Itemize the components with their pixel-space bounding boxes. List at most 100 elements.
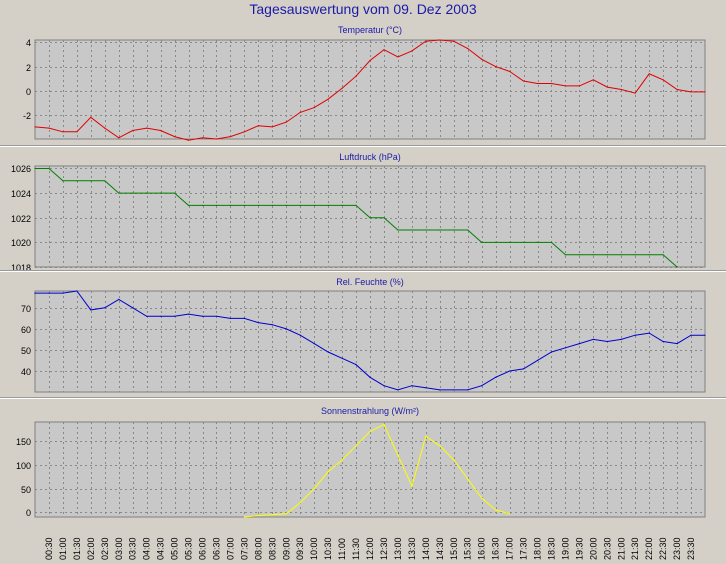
x-tick-label: 21:30 [630, 537, 640, 560]
data-point [481, 497, 483, 499]
data-point [62, 131, 64, 133]
data-point [76, 180, 78, 182]
data-point [425, 229, 427, 231]
data-point [257, 204, 259, 206]
data-point [285, 513, 287, 515]
y-tick-label: 40 [21, 367, 31, 377]
data-point [495, 509, 497, 511]
data-point [118, 298, 120, 300]
data-point [90, 116, 92, 118]
data-point [383, 49, 385, 51]
x-tick-label: 10:30 [323, 537, 333, 560]
data-point [620, 338, 622, 340]
data-point [146, 315, 148, 317]
data-point [285, 328, 287, 330]
data-point [522, 241, 525, 243]
data-point [453, 40, 455, 42]
x-tick-label: 22:00 [644, 537, 654, 560]
data-point [690, 334, 692, 336]
x-tick-label: 13:30 [407, 537, 417, 560]
data-point [369, 376, 371, 378]
data-point [495, 376, 497, 378]
data-point [397, 229, 399, 231]
panel-title: Luftdruck (hPa) [339, 152, 401, 162]
data-point [285, 121, 287, 123]
data-point [411, 50, 413, 52]
data-point [229, 136, 231, 138]
data-point [299, 502, 301, 504]
data-point [174, 315, 176, 317]
x-tick-label: 14:00 [421, 537, 431, 560]
data-point [313, 107, 315, 109]
x-tick-label: 18:30 [547, 537, 557, 560]
data-point [676, 266, 678, 268]
data-point [118, 192, 120, 194]
data-point [564, 254, 567, 256]
data-point [522, 368, 525, 370]
data-point [411, 385, 413, 387]
data-point [355, 364, 357, 366]
data-point [90, 180, 92, 182]
data-point [578, 254, 581, 256]
data-point [592, 338, 594, 340]
data-point [704, 334, 706, 336]
x-tick-label: 11:30 [351, 538, 361, 560]
data-point [467, 478, 469, 480]
data-point [606, 340, 608, 343]
data-point [76, 290, 78, 292]
x-tick-label: 19:30 [574, 537, 584, 560]
data-point [411, 485, 413, 487]
data-point [215, 138, 218, 140]
data-point [439, 39, 441, 41]
data-point [648, 332, 650, 334]
data-point [467, 389, 469, 391]
x-tick-label: 17:30 [519, 537, 529, 560]
data-point [174, 192, 176, 194]
y-tick-label: 1020 [11, 238, 31, 248]
data-point [313, 204, 315, 206]
data-point [495, 241, 497, 243]
x-tick-label: 14:30 [435, 537, 445, 560]
data-point [522, 80, 525, 82]
data-point [160, 192, 162, 194]
data-point [215, 315, 218, 317]
data-point [369, 59, 371, 62]
data-point [34, 292, 36, 294]
data-point [662, 254, 664, 256]
data-point [271, 514, 273, 516]
data-point [481, 58, 483, 60]
data-point [564, 85, 567, 87]
data-point [341, 204, 343, 206]
data-point [132, 129, 134, 132]
panel-title: Sonnenstrahlung (W/m²) [321, 406, 419, 416]
x-tick-label: 02:00 [86, 537, 96, 560]
x-tick-label: 11:00 [337, 538, 347, 560]
data-point [411, 229, 413, 231]
x-tick-label: 15:00 [449, 537, 459, 560]
data-point [201, 204, 204, 206]
data-point [271, 204, 273, 206]
data-point [341, 459, 343, 461]
x-tick-label: 04:30 [156, 537, 166, 560]
panel-title: Rel. Feuchte (%) [336, 277, 404, 287]
data-point [620, 88, 622, 91]
y-tick-label: 70 [21, 304, 31, 314]
data-point [550, 241, 553, 243]
x-tick-label: 08:00 [253, 537, 263, 560]
data-point [676, 343, 678, 345]
y-tick-label: 1018 [11, 263, 31, 273]
x-tick-label: 16:30 [491, 537, 501, 560]
x-tick-label: 21:00 [616, 537, 626, 560]
data-point [201, 315, 204, 317]
data-point [327, 351, 329, 353]
data-point [481, 385, 483, 387]
data-point [425, 40, 427, 42]
data-point [439, 389, 441, 391]
x-tick-label: 23:30 [686, 537, 696, 560]
data-point [229, 317, 231, 319]
x-tick-label: 00:30 [44, 537, 54, 560]
data-point [550, 82, 553, 85]
data-point [439, 445, 441, 447]
data-point [355, 75, 357, 77]
